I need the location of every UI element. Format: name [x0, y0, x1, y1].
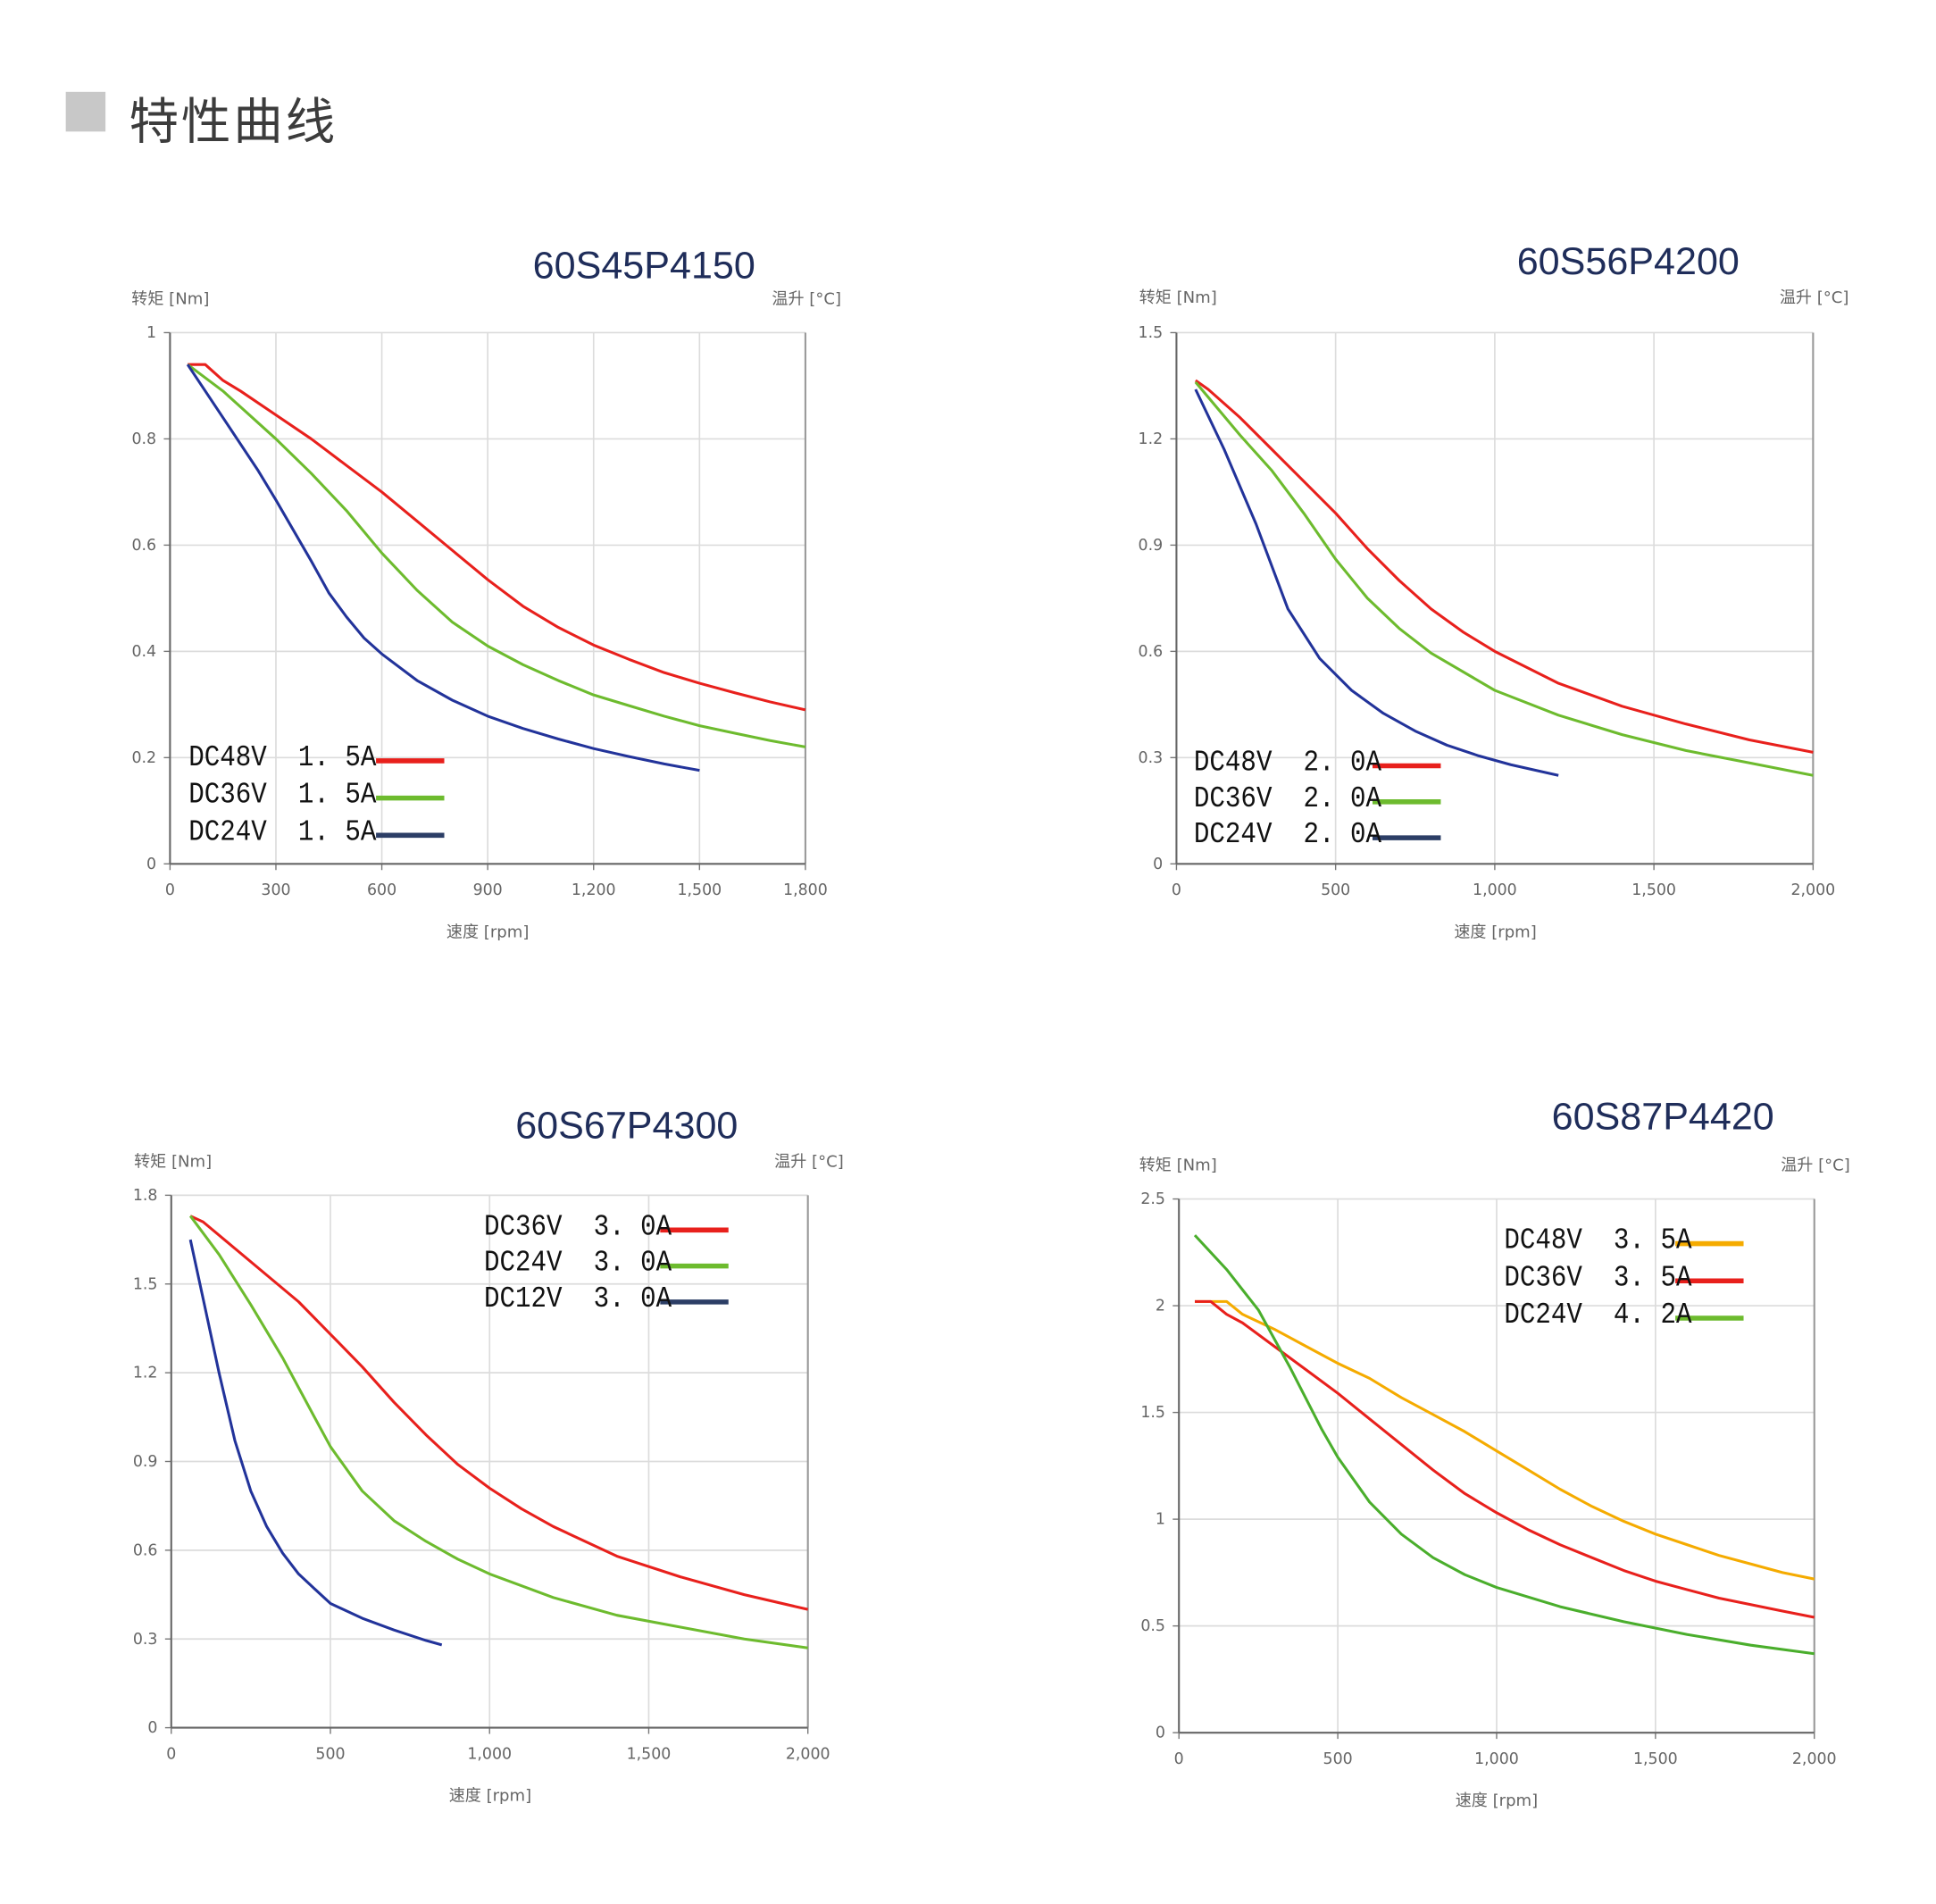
series-line-1: [1194, 379, 1814, 754]
x-tick-label: 1,000: [1473, 881, 1517, 899]
y-tick-label: 1: [146, 324, 156, 342]
series-line-3: [1194, 388, 1559, 777]
y-tick-label: 0: [1153, 856, 1163, 873]
x-tick-label: 900: [473, 881, 503, 899]
legend-label: DC48V 3. 5A: [1504, 1225, 1692, 1258]
legend-label: DC48V 1. 5A: [188, 742, 377, 776]
chart-1: 0 300 600 900 1,200 1,500 1,800 0 0.2 0.4 0.6 0.8 1: [131, 324, 827, 899]
y-tick-label: 0.9: [133, 1453, 158, 1471]
series-line-1: [1195, 1299, 1815, 1581]
y-tick-label: 0.8: [131, 430, 156, 448]
legend-label: DC24V 3. 0A: [483, 1248, 672, 1281]
series-line-3: [186, 363, 700, 772]
legend-label: DC24V 2. 0A: [1193, 819, 1382, 853]
y-tick-label: 0.6: [131, 537, 156, 555]
series-line-2: [188, 1215, 808, 1649]
y-tick-label: 0.9: [1139, 537, 1164, 555]
y-axis-label: 转矩 [Nm]: [1139, 288, 1217, 308]
chart-title: 60S87P4420: [1551, 1094, 1774, 1139]
chart-title: 60S67P4300: [515, 1103, 739, 1148]
x-tick-label: 500: [315, 1745, 345, 1763]
x-tick-label: 2,000: [1792, 1750, 1837, 1768]
series-line-2: [187, 363, 806, 748]
legend-label: DC36V 3. 5A: [1504, 1262, 1692, 1296]
y-tick-label: 1.5: [1140, 1404, 1165, 1422]
x-tick-label: 500: [1323, 1750, 1353, 1768]
y-tick-label: 1.8: [133, 1187, 158, 1205]
y-tick-label: 1.2: [133, 1365, 158, 1382]
y-tick-label: 1: [1156, 1511, 1165, 1529]
legend-label: DC36V 3. 0A: [483, 1211, 672, 1245]
y-tick-label: 0.3: [133, 1631, 158, 1649]
x-axis-label: 速度 [rpm]: [1455, 1791, 1539, 1811]
x-tick-label: 1,500: [677, 881, 722, 899]
y-tick-label: 1.2: [1139, 430, 1164, 448]
y2-axis-label: 温升 [°C]: [1779, 288, 1849, 308]
x-tick-label: 1,500: [1631, 881, 1676, 899]
series-line-2: [1195, 1299, 1815, 1619]
y-tick-label: 0.5: [1140, 1617, 1165, 1635]
x-axis-label: 速度 [rpm]: [1454, 923, 1537, 942]
series-line-3: [188, 1239, 443, 1647]
y-axis-label: 转矩 [Nm]: [131, 290, 210, 310]
y-tick-label: 0.2: [131, 749, 156, 767]
legend-label: DC24V 4. 2A: [1504, 1299, 1692, 1333]
section-title: 特性曲线: [129, 94, 338, 152]
y-tick-label: 2.5: [1140, 1190, 1165, 1208]
chart-2: 0 500 1,000 1,500 2,000 0 0.3 0.6 0.9 1.2 1.5: [1139, 324, 1836, 899]
x-axis-label: 速度 [rpm]: [446, 923, 530, 942]
x-tick-label: 0: [1172, 881, 1181, 899]
x-tick-label: 1,000: [1474, 1750, 1519, 1768]
x-tick-label: 1,800: [783, 881, 828, 899]
x-tick-label: 2,000: [1791, 881, 1836, 899]
x-tick-label: 500: [1321, 881, 1350, 899]
x-tick-label: 2,000: [786, 1745, 830, 1763]
y-tick-label: 0.6: [133, 1541, 158, 1559]
y-tick-label: 0: [147, 1719, 157, 1737]
legend-label: DC36V 1. 5A: [188, 780, 377, 813]
y-tick-label: 0.4: [131, 643, 156, 661]
y2-axis-label: 温升 [°C]: [774, 1153, 844, 1172]
y2-axis-label: 温升 [°C]: [772, 290, 842, 310]
legend-label: DC12V 3. 0A: [483, 1283, 672, 1317]
y-tick-label: 1.5: [133, 1275, 158, 1293]
y-tick-label: 0: [1156, 1724, 1165, 1742]
x-tick-label: 300: [261, 881, 290, 899]
legend-label: DC24V 1. 5A: [188, 816, 377, 850]
y-tick-label: 0: [146, 856, 156, 873]
series-line-1: [188, 363, 806, 712]
chart-title: 60S56P4200: [1516, 239, 1740, 283]
x-axis-label: 速度 [rpm]: [448, 1787, 532, 1807]
y-tick-label: 0.3: [1139, 749, 1164, 767]
chart-title: 60S45P4150: [532, 243, 755, 288]
x-tick-label: 600: [367, 881, 396, 899]
x-tick-label: 1,200: [572, 881, 616, 899]
legend-label: DC48V 2. 0A: [1193, 747, 1382, 781]
y2-axis-label: 温升 [°C]: [1781, 1157, 1850, 1176]
y-tick-label: 0.6: [1139, 643, 1164, 661]
section-marker-icon: [65, 91, 106, 132]
y-axis-label: 转矩 [Nm]: [134, 1153, 213, 1172]
series-line-3: [1193, 1234, 1815, 1656]
y-tick-label: 2: [1156, 1298, 1165, 1315]
chart-3: 0 500 1,000 1,500 2,000 0 0.3 0.6 0.9 1.2 1.5 1.8: [133, 1187, 830, 1763]
series-line-1: [189, 1215, 809, 1611]
series-line-2: [1194, 380, 1814, 777]
x-tick-label: 0: [1174, 1750, 1184, 1768]
x-tick-label: 1,500: [1633, 1750, 1678, 1768]
x-tick-label: 1,500: [627, 1745, 672, 1763]
y-axis-label: 转矩 [Nm]: [1139, 1157, 1217, 1176]
y-tick-label: 1.5: [1139, 324, 1164, 342]
x-tick-label: 0: [165, 881, 175, 899]
chart-4: 0 500 1,000 1,500 2,000 0 0.5 1 1.5 2 2.5: [1140, 1190, 1836, 1768]
legend-label: DC36V 2. 0A: [1193, 783, 1382, 817]
x-tick-label: 1,000: [467, 1745, 512, 1763]
x-tick-label: 0: [166, 1745, 176, 1763]
